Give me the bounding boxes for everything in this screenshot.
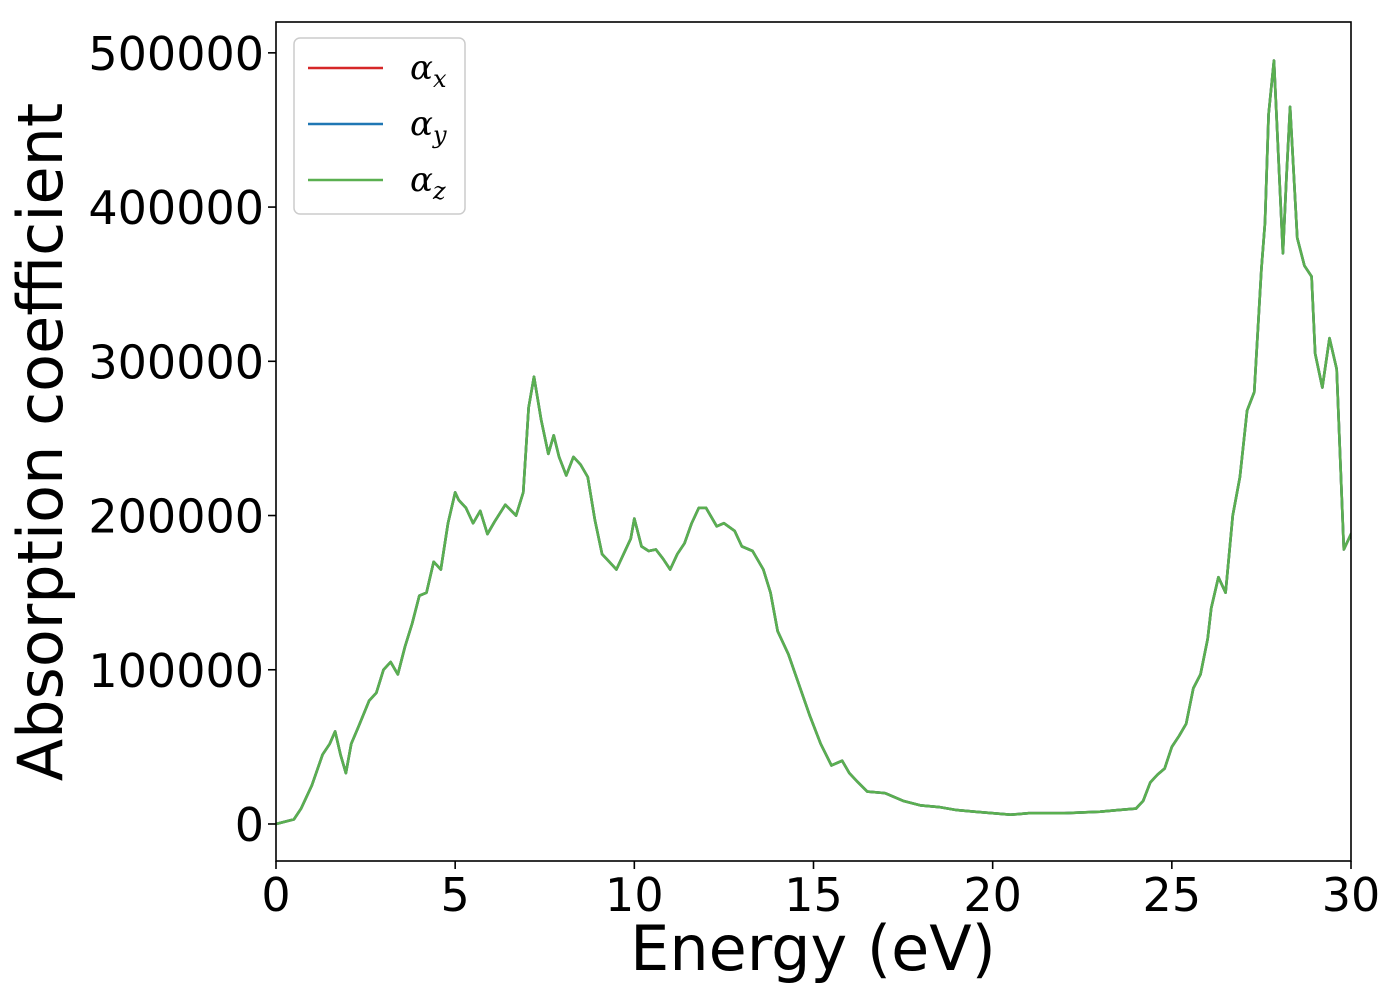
- x-axis-title: Energy (eV): [630, 912, 996, 985]
- x-tick-label: 0: [261, 868, 290, 922]
- x-axis-ticks: 0 5 10 15 20 25 30: [261, 861, 1380, 922]
- y-tick-label: 400000: [88, 181, 264, 235]
- legend-label-z: αz: [410, 160, 446, 205]
- x-tick-label: 25: [1143, 868, 1202, 922]
- y-axis-ticks: 0 100000 200000 300000 400000 500000: [88, 27, 276, 852]
- y-tick-label: 0: [235, 798, 264, 852]
- x-tick-label: 30: [1322, 868, 1381, 922]
- legend-box: [293, 37, 466, 215]
- legend-label-y: αy: [410, 104, 447, 149]
- legend-subscript: z: [432, 177, 446, 205]
- x-tick-label: 5: [441, 868, 470, 922]
- y-tick-label: 100000: [88, 644, 264, 698]
- y-tick-label: 200000: [88, 490, 264, 544]
- series-layer: [276, 59, 1351, 826]
- x-tick-label: 15: [784, 868, 843, 922]
- y-axis-title: Absorption coefficient: [4, 103, 77, 782]
- x-tick-label: 20: [963, 868, 1022, 922]
- legend-subscript: x: [433, 65, 447, 93]
- series-line-z: [276, 59, 1351, 826]
- x-tick-label: 10: [605, 868, 664, 922]
- legend-subscript: y: [432, 121, 447, 149]
- y-tick-label: 300000: [88, 335, 264, 389]
- y-tick-label: 500000: [88, 27, 264, 81]
